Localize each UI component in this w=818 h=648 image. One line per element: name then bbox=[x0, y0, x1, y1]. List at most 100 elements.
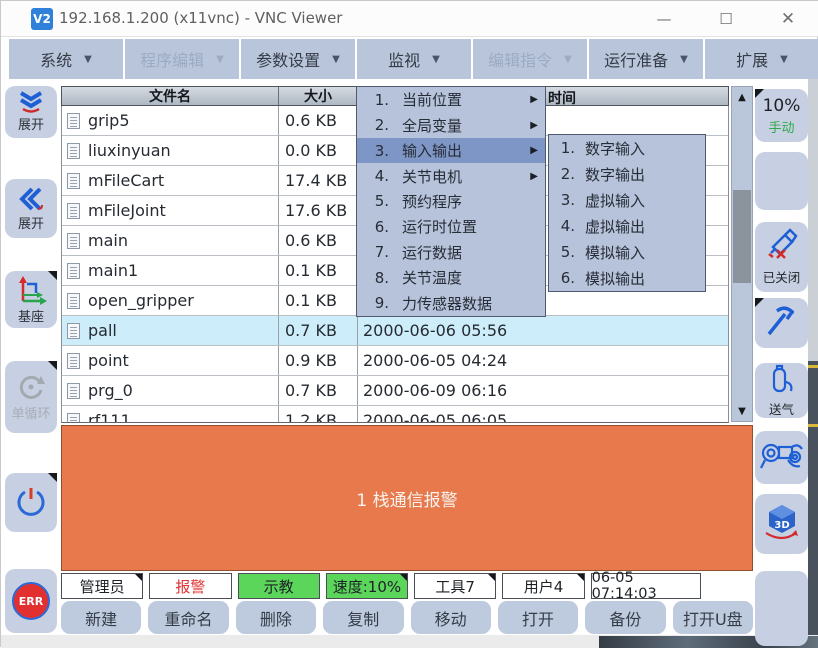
speed-mode-button[interactable]: 10% 手动 bbox=[755, 89, 808, 142]
rename-button[interactable]: 重命名 bbox=[148, 601, 229, 634]
file-row-pall-selected[interactable]: pall 0.7 KB 2000-06-06 05:56 bbox=[62, 316, 728, 346]
status-teach-mode[interactable]: 示教 bbox=[237, 573, 320, 599]
menu-item-runtime-position[interactable]: 6. 运行时位置 bbox=[374, 217, 478, 237]
status-tool[interactable]: 工具7 bbox=[414, 573, 497, 599]
status-alarm[interactable]: 报警 bbox=[149, 573, 232, 599]
menu-item-input-output[interactable]: 3. 输入输出 ▶ bbox=[357, 137, 545, 164]
file-icon bbox=[67, 232, 80, 249]
expand-down-button[interactable]: 展开 bbox=[5, 86, 57, 138]
speed-value: 10% bbox=[762, 95, 801, 116]
base-frame-button[interactable]: 基座 bbox=[5, 271, 57, 328]
menu-tab-parameter-settings[interactable]: 参数设置 ▼ bbox=[241, 39, 355, 79]
tool-closed-button[interactable]: 已关闭 bbox=[755, 222, 808, 292]
menu-tab-system[interactable]: 系统 ▼ bbox=[9, 39, 123, 79]
window-title: 192.168.1.200 (x11vnc) - VNC Viewer bbox=[59, 9, 343, 27]
background-stripe bbox=[808, 365, 818, 368]
table-scrollbar[interactable]: ▲ ▼ bbox=[731, 86, 753, 422]
status-user-frame[interactable]: 用户4 bbox=[502, 573, 585, 599]
chevron-down-icon: ▼ bbox=[84, 53, 92, 65]
fold-corner bbox=[135, 574, 143, 581]
file-row-prg0[interactable]: prg_0 0.7 KB 2000-06-09 06:16 bbox=[62, 376, 728, 406]
file-icon bbox=[67, 292, 80, 309]
submenu-item-virtual-output[interactable]: 4. 虚拟输出 bbox=[560, 217, 646, 236]
maximize-button[interactable]: ☐ bbox=[719, 9, 733, 28]
alarm-banner[interactable]: 1 栈通信报警 bbox=[61, 425, 753, 571]
error-button[interactable]: ERR bbox=[5, 569, 57, 633]
double-chevron-down-icon bbox=[16, 91, 46, 117]
status-bar: 管理员 报警 示教 速度:10% 工具7 用户4 06-05 07:14:03 bbox=[61, 570, 701, 602]
new-button[interactable]: 新建 bbox=[61, 601, 142, 634]
power-icon bbox=[14, 484, 48, 522]
fold-corner bbox=[48, 271, 57, 280]
chevron-down-icon: ▼ bbox=[680, 53, 688, 65]
menu-tab-run-preparation[interactable]: 运行准备 ▼ bbox=[589, 39, 703, 79]
robot-gripper-button[interactable] bbox=[755, 431, 808, 484]
minimize-button[interactable]: — bbox=[656, 9, 672, 28]
close-button[interactable]: ✕ bbox=[780, 8, 796, 29]
blank-button[interactable] bbox=[755, 152, 808, 210]
file-icon bbox=[67, 262, 80, 279]
menu-bar: 系统 ▼ 程序编辑 ▼ 参数设置 ▼ 监视 ▼ 编辑指令 ▼ 运行准备 ▼ 扩展 ▼ bbox=[9, 39, 818, 79]
file-row-rf111[interactable]: rf111 1.2 KB 2000-06-05 06:05 bbox=[62, 406, 728, 422]
robot-hand-icon bbox=[759, 436, 805, 480]
menu-item-joint-temperature[interactable]: 8. 关节温度 bbox=[374, 268, 463, 288]
submenu-item-analog-output[interactable]: 6. 模拟输出 bbox=[560, 269, 646, 288]
err-icon: ERR bbox=[12, 582, 50, 620]
status-user-role[interactable]: 管理员 bbox=[61, 573, 144, 599]
scroll-up-icon[interactable]: ▲ bbox=[738, 91, 746, 103]
coordinate-axes-icon bbox=[14, 275, 48, 309]
svg-text:3D: 3D bbox=[774, 520, 789, 531]
scrollbar-thumb[interactable] bbox=[733, 190, 751, 283]
submenu-item-digital-input[interactable]: 1. 数字输入 bbox=[560, 139, 646, 158]
file-icon bbox=[67, 112, 80, 129]
menu-tab-extension[interactable]: 扩展 ▼ bbox=[705, 39, 818, 79]
menu-item-current-position[interactable]: 1. 当前位置 ▶ bbox=[374, 90, 538, 110]
move-button[interactable]: 移动 bbox=[410, 601, 491, 634]
menu-tab-edit-instruction: 编辑指令 ▼ bbox=[473, 39, 587, 79]
status-speed[interactable]: 速度:10% bbox=[325, 573, 409, 599]
status-datetime: 06-05 07:14:03 bbox=[590, 570, 701, 602]
view-3d-button[interactable]: 3D bbox=[755, 494, 808, 554]
chevron-down-icon: ▼ bbox=[780, 53, 788, 65]
fold-corner bbox=[755, 298, 764, 307]
fold-corner bbox=[576, 574, 584, 581]
file-row-point[interactable]: point 0.9 KB 2000-06-05 04:24 bbox=[62, 346, 728, 376]
column-header-filename[interactable]: 文件名 bbox=[149, 89, 191, 105]
open-button[interactable]: 打开 bbox=[497, 601, 579, 634]
menu-item-run-data[interactable]: 7. 运行数据 bbox=[374, 243, 463, 262]
submenu-item-analog-input[interactable]: 5. 模拟输入 bbox=[560, 243, 646, 262]
gas-supply-button[interactable]: 送气 bbox=[755, 363, 808, 418]
expand-left-button[interactable]: 展开 bbox=[5, 179, 57, 238]
title-bar: V2 192.168.1.200 (x11vnc) - VNC Viewer —… bbox=[1, 1, 818, 37]
copy-button[interactable]: 复制 bbox=[323, 601, 404, 634]
menu-item-reserved-program[interactable]: 5. 预约程序 bbox=[374, 192, 463, 211]
menu-item-joint-motor[interactable]: 4. 关节电机 ▶ bbox=[374, 167, 538, 186]
file-row-mfilecart[interactable]: mFileCart 17.4 KB bbox=[62, 166, 728, 196]
submenu-arrow-icon: ▶ bbox=[530, 94, 538, 106]
open-usb-button[interactable]: 打开U盘 bbox=[672, 601, 753, 634]
desktop-background-top bbox=[808, 79, 818, 361]
submenu-item-virtual-input[interactable]: 3. 虚拟输入 bbox=[560, 191, 646, 210]
column-header-size[interactable]: 大小 bbox=[278, 87, 357, 105]
delete-button[interactable]: 删除 bbox=[235, 601, 317, 634]
menu-item-force-sensor-data[interactable]: 9. 力传感器数据 bbox=[374, 294, 493, 313]
background-stripe bbox=[808, 424, 818, 427]
io-submenu: 1. 数字输入 2. 数字输出 3. 虚拟输入 4. 虚拟输出 5. 模拟输入 6. 模拟输… bbox=[548, 134, 706, 292]
menu-tab-program-edit: 程序编辑 ▼ bbox=[125, 39, 239, 79]
file-icon bbox=[67, 202, 80, 219]
scroll-down-icon[interactable]: ▼ bbox=[738, 405, 746, 417]
file-icon bbox=[67, 322, 80, 339]
chevron-down-icon: ▼ bbox=[432, 53, 440, 65]
tool-disabled-icon bbox=[763, 228, 801, 266]
menu-item-global-variables[interactable]: 2. 全局变量 ▶ bbox=[374, 116, 538, 135]
backup-button[interactable]: 备份 bbox=[585, 601, 666, 634]
menu-tab-monitor[interactable]: 监视 ▼ bbox=[357, 39, 471, 79]
alarm-text: 1 栈通信报警 bbox=[356, 490, 458, 511]
blank-button-bottom[interactable] bbox=[755, 571, 808, 646]
submenu-item-digital-output[interactable]: 2. 数字输出 bbox=[560, 165, 646, 184]
tool-caliper-button[interactable] bbox=[755, 298, 808, 348]
power-button[interactable] bbox=[5, 473, 57, 532]
chevron-down-icon: ▼ bbox=[332, 53, 340, 65]
3d-cube-icon: 3D bbox=[762, 503, 802, 545]
caliper-icon bbox=[764, 303, 800, 343]
